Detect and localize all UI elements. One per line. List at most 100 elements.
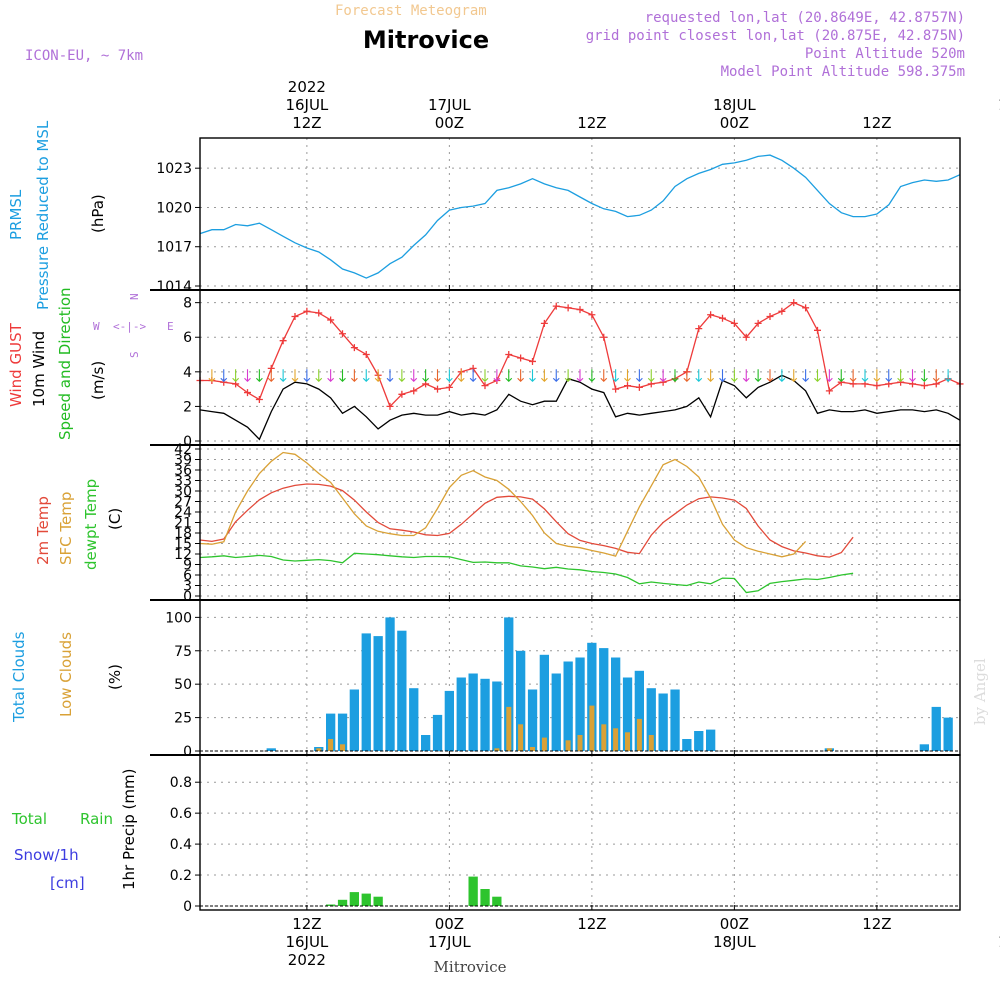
top-time-label: 00Z xyxy=(720,114,749,132)
wind-direction-arrow xyxy=(529,369,536,383)
temp-ytick-label: 27 xyxy=(174,495,192,511)
wind-direction-arrow xyxy=(327,369,335,383)
total-clouds-bar xyxy=(516,650,526,751)
pressure-ytick-label: 1014 xyxy=(156,279,192,295)
wind-direction-arrow xyxy=(422,369,430,383)
gust-marker xyxy=(552,302,560,310)
gust-marker xyxy=(778,307,786,315)
low-clouds-bar xyxy=(826,748,832,751)
total-clouds-bar xyxy=(373,636,383,751)
compass-south: S xyxy=(128,351,141,358)
gust-marker xyxy=(612,385,620,393)
wind-direction-arrow xyxy=(291,369,299,383)
wind-direction-arrow xyxy=(398,369,406,383)
bottom-time-label: 12Z xyxy=(577,915,606,933)
wind-direction-arrow xyxy=(540,369,548,383)
wind-direction-arrow xyxy=(920,369,928,383)
total-rain-bar xyxy=(326,904,336,906)
gust-marker xyxy=(624,382,631,390)
clouds-ytick-label: 0 xyxy=(183,744,192,760)
precip-ytick-label: 0.6 xyxy=(170,806,192,822)
total-clouds-bar xyxy=(397,630,407,751)
2m-temp-line xyxy=(199,483,854,558)
gust-marker xyxy=(481,382,489,390)
clouds-ytick-label: 75 xyxy=(174,644,192,660)
wind-direction-arrow xyxy=(469,369,477,383)
wind-direction-arrow xyxy=(754,369,762,383)
bottom-time-label: 00Z xyxy=(435,915,464,933)
temp-ytick-label: 33 xyxy=(174,474,192,490)
bottom-time-label: 12Z xyxy=(862,915,891,933)
total-clouds-bar xyxy=(266,748,276,751)
low-clouds-bar xyxy=(328,739,334,751)
total-clouds-bar xyxy=(456,677,466,751)
precip-ytick-label: 0.4 xyxy=(170,837,192,853)
gust-marker xyxy=(303,307,311,315)
gust-marker xyxy=(742,333,750,341)
precip-panel: 0 0.2 0.4 0.6 0.8 xyxy=(170,754,961,915)
total-clouds-bar xyxy=(919,744,929,751)
gust-marker xyxy=(244,389,251,397)
dewpt-temp-line xyxy=(199,552,854,594)
total-clouds-bar xyxy=(504,617,514,751)
precip-unit: 1hr Precip (mm) xyxy=(120,769,138,890)
gust-marker xyxy=(505,351,513,359)
total-clouds-bar xyxy=(563,661,573,751)
total-clouds-bar xyxy=(646,688,656,751)
wind-direction-arrow xyxy=(814,369,821,383)
wind-direction-arrow xyxy=(932,369,940,383)
total-clouds-bar xyxy=(527,689,538,751)
temp-ytick-label: 24 xyxy=(174,505,192,521)
temp-ytick-label: 0 xyxy=(183,589,192,605)
model-point-altitude: Model Point Altitude 598.375m xyxy=(721,64,965,80)
page-title: Mitrovice xyxy=(363,26,489,54)
wind-direction-arrow xyxy=(730,369,738,383)
total-clouds-bar xyxy=(551,673,561,751)
total-clouds-bar xyxy=(670,689,680,751)
low-clouds-bar xyxy=(636,718,642,751)
wind-direction-arrow xyxy=(802,369,810,383)
wind-label-direction: Speed and Direction xyxy=(56,287,74,440)
top-time-label: 18JUL xyxy=(713,96,756,114)
temp-unit: (C) xyxy=(106,508,124,530)
wind-direction-arrow xyxy=(576,369,584,383)
bottom-time-axis: 12Z16JUL202200Z17JUL12Z00Z18JUL12Z00Z19J… xyxy=(285,915,1000,969)
wind-direction-arrow xyxy=(445,369,453,383)
wind-ytick-label: 2 xyxy=(183,399,192,415)
low-clouds-bar xyxy=(565,740,571,751)
gust-marker xyxy=(434,385,441,393)
total-clouds-bar xyxy=(694,731,704,751)
gust-marker xyxy=(327,316,335,324)
top-time-axis: 202216JUL12Z17JUL00Z12Z18JUL00Z12Z19JUL0… xyxy=(285,78,1000,132)
total-clouds-bar xyxy=(706,729,716,751)
wind-compass: N S W E <-|-> xyxy=(93,293,174,358)
forecast-label: Forecast Meteogram xyxy=(335,3,487,19)
pressure-unit: (hPa) xyxy=(89,194,107,233)
precip-label-snow: Snow/1h xyxy=(14,846,79,864)
gust-marker xyxy=(362,351,370,359)
gust-marker xyxy=(802,304,810,312)
footer-station-name: Mitrovice xyxy=(434,958,507,976)
low-clouds-bar xyxy=(541,737,547,751)
temp-label-2m: 2m Temp xyxy=(34,496,52,565)
total-rain-bar xyxy=(337,899,348,906)
sfc-temp-line xyxy=(199,451,807,558)
clouds-label-low: Low Clouds xyxy=(57,632,75,717)
total-clouds-bar xyxy=(444,690,454,751)
temp-ytick-label: 6 xyxy=(183,568,192,584)
gust-marker xyxy=(350,344,358,352)
wind-direction-arrow xyxy=(220,369,228,383)
wind-direction-arrow xyxy=(683,369,691,383)
gust-marker xyxy=(255,395,263,403)
bottom-time-label: 2022 xyxy=(288,951,326,969)
wind-direction-arrow xyxy=(457,369,465,383)
wind-direction-arrow xyxy=(719,369,726,383)
top-time-label: 00Z xyxy=(435,114,464,132)
precip-frame xyxy=(199,754,961,911)
grid-point-coordinates: grid point closest lon,lat (20.875E, 42.… xyxy=(586,28,965,44)
temp-label-sfc: SFC Temp xyxy=(57,492,75,565)
wind-direction-arrow xyxy=(362,369,370,383)
prmsl-line xyxy=(199,154,961,279)
temp-ytick-label: 15 xyxy=(174,537,192,553)
total-clouds-bar xyxy=(658,693,668,751)
